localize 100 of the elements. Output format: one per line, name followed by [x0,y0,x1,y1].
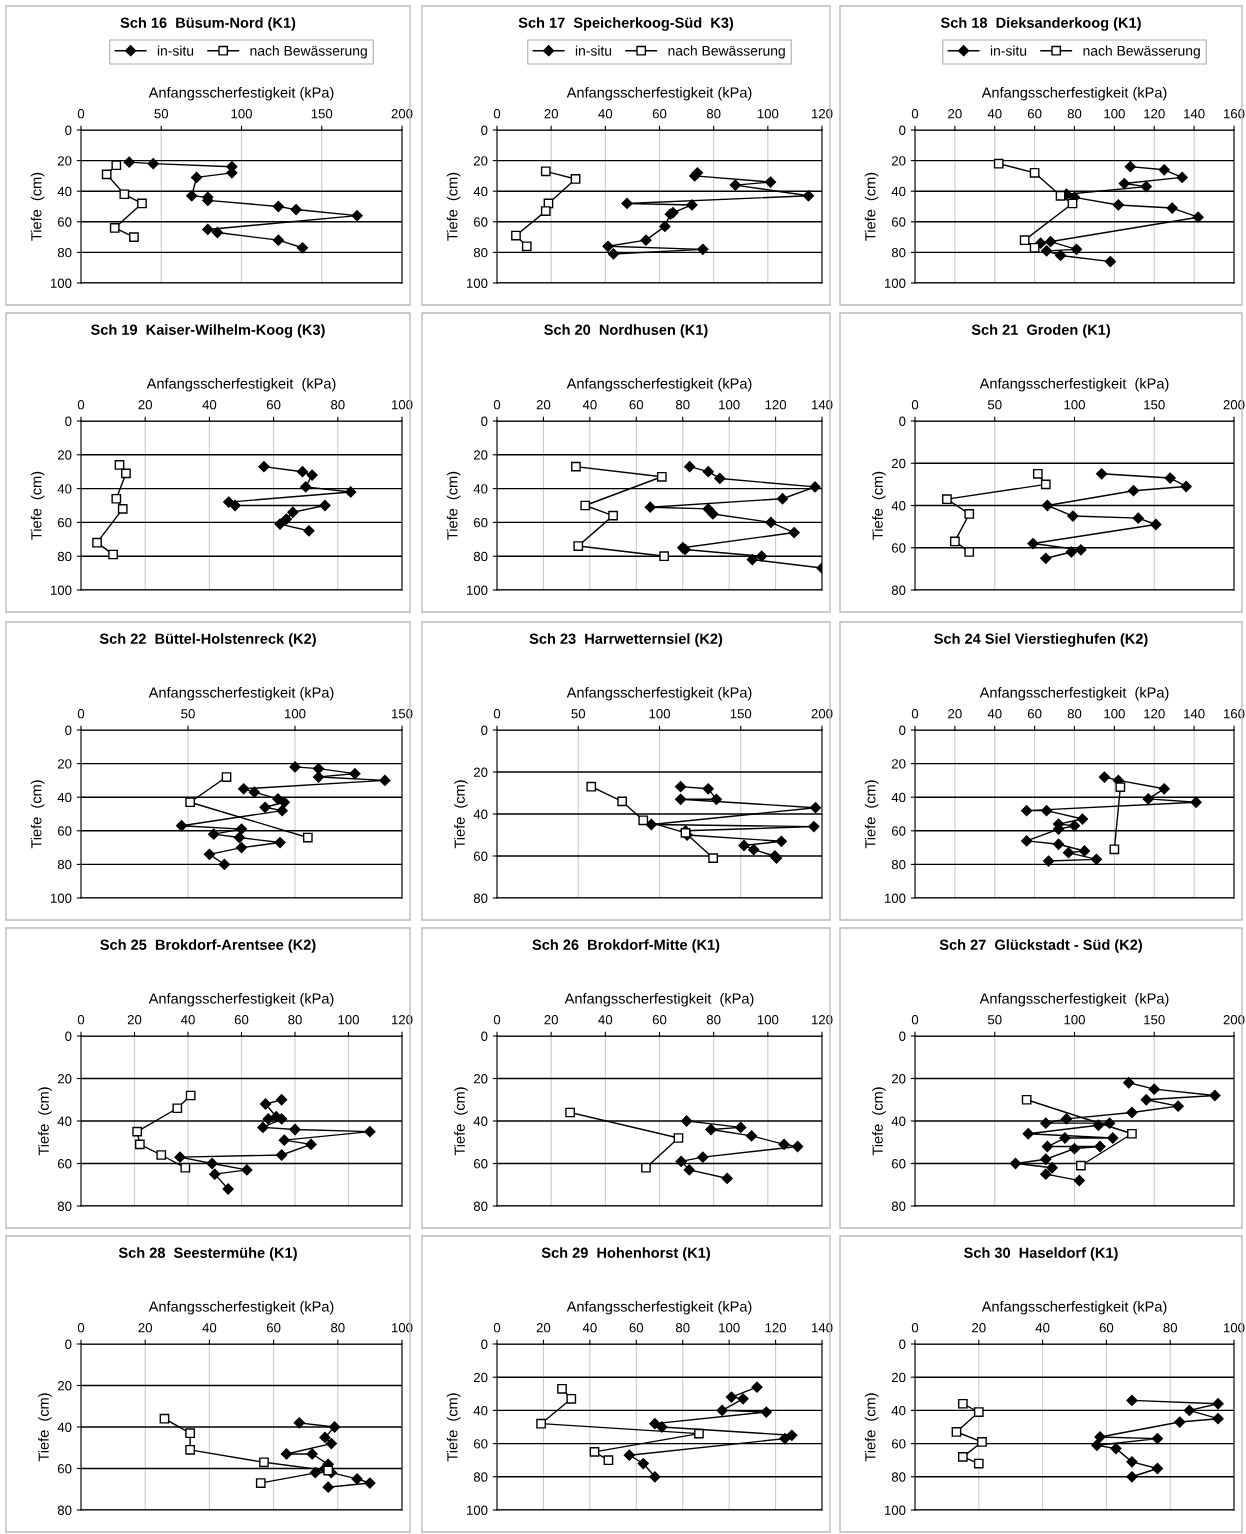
y-tick-label: 80 [57,247,72,258]
x-tick-label: 50 [987,400,1002,410]
x-tick-label: 200 [811,709,833,719]
x-axis-title: Anfangsscherfestigkeit (kPa) [148,686,334,701]
y-tick-label: 20 [891,759,906,769]
x-tick-label: 0 [493,109,501,119]
y-axis-title: Tiefe (cm) [872,471,886,540]
y-tick-label: 60 [473,517,488,528]
y-tick-label: 80 [891,247,906,258]
y-tick-label: 80 [57,1201,72,1211]
y-axis-title: Tiefe (cm) [30,780,45,849]
y-tick-label: 60 [891,543,906,553]
y-tick-label: 60 [891,826,906,836]
x-tick-label: 150 [730,709,752,719]
legend-label: in-situ [575,45,612,56]
x-tick-label: 60 [629,1323,644,1333]
x-axis-title: Anfangsscherfestigkeit (kPa) [146,377,336,392]
y-tick-label: 0 [481,125,488,135]
x-tick-label: 80 [675,1323,690,1333]
x-tick-label: 80 [1067,109,1082,119]
x-tick-label: 60 [1099,1323,1114,1333]
x-tick-label: 100 [649,709,670,719]
x-tick-label: 120 [765,400,787,410]
x-tick-label: 100 [757,1015,779,1025]
y-tick-label: 0 [899,725,906,735]
x-tick-label: 60 [652,1015,667,1025]
x-axis-title: Anfangsscherfestigkeit (kPa) [148,992,334,1007]
y-tick-label: 100 [50,585,72,595]
y-tick-label: 60 [57,517,72,528]
x-axis-title: Anfangsscherfestigkeit (kPa) [148,1300,334,1315]
y-tick-label: 40 [473,1116,488,1126]
x-tick-label: 20 [127,1015,142,1025]
y-tick-label: 40 [891,1116,906,1126]
x-tick-label: 0 [493,1323,501,1333]
x-tick-label: 140 [1184,709,1205,719]
x-tick-label: 150 [311,109,333,119]
y-tick-label: 40 [57,792,72,803]
x-tick-label: 20 [536,1323,551,1333]
chart-title: Sch 19 Kaiser-Wilhelm-Koog (K3) [90,324,325,338]
y-tick-label: 60 [891,1159,906,1169]
y-tick-label: 20 [473,767,488,777]
y-axis-title: Tiefe (cm) [872,1087,886,1156]
y-axis-title: Tiefe (cm) [446,172,461,241]
y-tick-label: 80 [891,1472,906,1482]
x-axis-title: Anfangsscherfestigkeit (kPa) [979,377,1169,392]
y-tick-label: 60 [473,1439,488,1449]
x-tick-label: 40 [1035,1323,1050,1333]
y-tick-label: 100 [466,585,488,595]
y-tick-label: 40 [891,1405,906,1416]
x-tick-label: 60 [1027,709,1042,719]
x-tick-label: 120 [1144,109,1165,119]
y-tick-label: 40 [57,1116,72,1126]
x-tick-label: 0 [911,109,919,119]
x-tick-label: 120 [392,1015,413,1025]
x-tick-label: 200 [391,109,413,119]
y-tick-label: 40 [57,484,72,494]
x-tick-label: 20 [948,109,962,119]
x-tick-label: 20 [544,109,558,119]
y-tick-label: 80 [473,893,488,903]
x-tick-label: 80 [288,1015,302,1025]
x-tick-label: 80 [706,1015,721,1025]
y-tick-label: 0 [65,125,72,135]
x-tick-label: 0 [493,400,501,410]
x-tick-label: 60 [1027,109,1042,119]
legend-label: nach Bewässerung [668,45,785,59]
x-tick-label: 140 [812,400,833,410]
y-tick-label: 20 [473,450,488,460]
x-tick-label: 120 [765,1323,787,1333]
chart-title: Sch 16 Büsum-Nord (K1) [120,17,296,31]
x-tick-label: 100 [1064,1015,1085,1025]
y-tick-label: 100 [50,893,72,903]
y-tick-label: 0 [65,1339,72,1349]
chart-title: Sch 22 Büttel-Holstenreck (K2) [99,633,316,647]
y-axis-title: Tiefe (cm) [30,172,45,241]
chart-title: Sch 27 Glückstadt - Süd (K2) [939,939,1142,953]
y-tick-label: 40 [891,792,906,803]
y-tick-label: 60 [473,851,488,861]
chart-title: Sch 29 Hohenhorst (K1) [541,1247,710,1261]
y-tick-label: 0 [481,1339,488,1349]
y-tick-label: 60 [57,1159,72,1169]
y-tick-label: 0 [481,725,488,735]
chart-title: Sch 23 Harrwetternsiel (K2) [529,633,723,647]
x-tick-label: 60 [266,400,281,410]
x-axis-title: Anfangsscherfestigkeit (kPa) [566,377,752,392]
x-tick-label: 0 [911,400,919,410]
y-tick-label: 20 [473,1074,488,1084]
x-tick-label: 100 [392,400,413,410]
x-tick-label: 40 [180,1015,195,1025]
x-tick-label: 100 [338,1015,359,1025]
y-tick-label: 20 [57,1381,72,1391]
y-tick-label: 80 [473,247,488,258]
x-tick-label: 160 [1224,709,1245,719]
legend-label: nach Bewässerung [250,45,367,59]
x-tick-label: 150 [1144,1015,1165,1025]
legend-label: nach Bewässerung [1083,45,1200,59]
y-tick-label: 40 [473,1405,488,1416]
y-tick-label: 0 [899,1339,906,1349]
y-axis-title: Tiefe (cm) [38,1393,52,1462]
y-tick-label: 0 [65,725,72,735]
x-tick-label: 20 [138,400,153,410]
